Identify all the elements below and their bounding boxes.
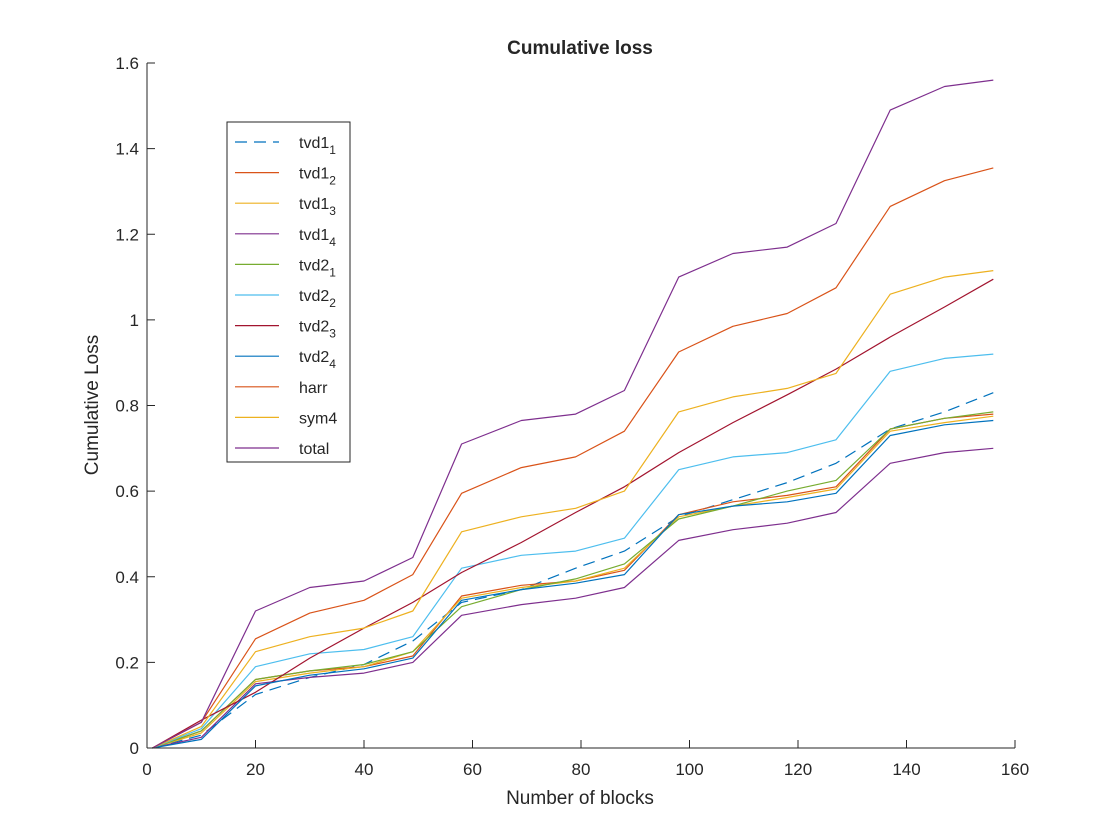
y-tick-label: 1.4 xyxy=(115,140,139,159)
legend-label: harr xyxy=(299,380,328,397)
y-axis-label: Cumulative Loss xyxy=(82,335,103,475)
series-line-8 xyxy=(152,421,993,749)
x-tick-label: 80 xyxy=(572,760,591,779)
legend-label-subscript: 4 xyxy=(329,235,336,249)
legend-label: total xyxy=(299,441,329,458)
legend-label: sym4 xyxy=(299,410,337,427)
x-tick-label: 60 xyxy=(463,760,482,779)
x-tick-label: 40 xyxy=(355,760,374,779)
x-tick-label: 0 xyxy=(142,760,151,779)
y-tick-label: 1.6 xyxy=(115,54,139,73)
y-tick-label: 1 xyxy=(130,311,139,330)
legend-label-subscript: 2 xyxy=(329,296,336,310)
y-tick-label: 0.6 xyxy=(115,482,139,501)
x-tick-label: 120 xyxy=(784,760,812,779)
x-tick-label: 140 xyxy=(892,760,920,779)
legend-label-subscript: 1 xyxy=(329,265,336,279)
legend: tvd11tvd12tvd13tvd14tvd21tvd22tvd23tvd24… xyxy=(227,122,350,462)
y-tick-label: 0.8 xyxy=(115,397,139,416)
legend-label-subscript: 3 xyxy=(329,204,336,218)
series-line-3 xyxy=(152,416,993,748)
x-tick-label: 100 xyxy=(675,760,703,779)
y-tick-label: 0 xyxy=(130,739,139,758)
chart-title: Cumulative loss xyxy=(507,38,653,59)
series-line-4 xyxy=(152,448,993,748)
y-tick-label: 0.2 xyxy=(115,653,139,672)
legend-label-subscript: 3 xyxy=(329,327,336,341)
x-tick-label: 160 xyxy=(1001,760,1029,779)
legend-label-subscript: 4 xyxy=(329,357,336,371)
legend-label-subscript: 1 xyxy=(329,143,336,157)
x-tick-label: 20 xyxy=(246,760,265,779)
x-axis-label: Number of blocks xyxy=(506,788,654,809)
legend-label-subscript: 2 xyxy=(329,174,336,188)
y-tick-label: 0.4 xyxy=(115,568,139,587)
y-tick-label: 1.2 xyxy=(115,225,139,244)
